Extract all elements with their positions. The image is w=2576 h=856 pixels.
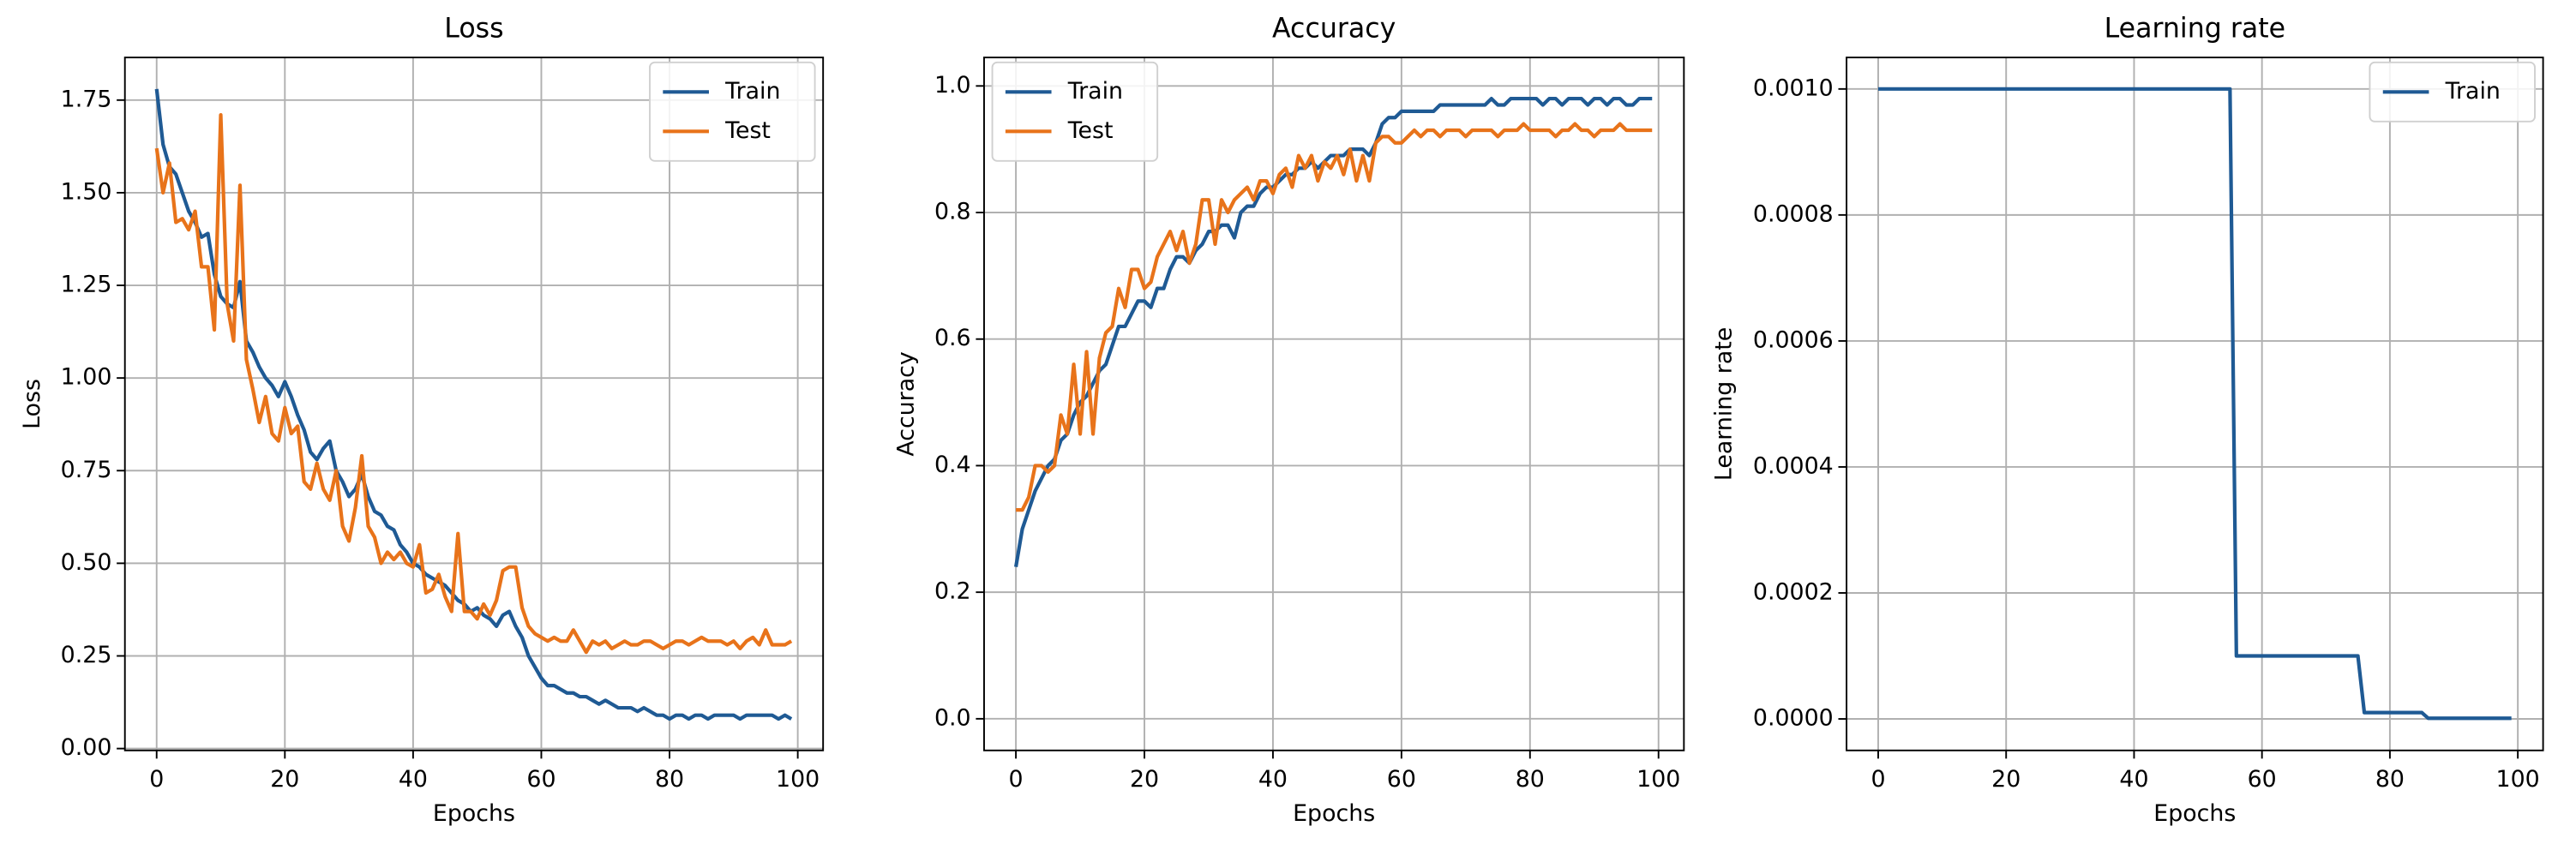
y-tick-label: 0.0004 bbox=[1753, 452, 1834, 479]
y-tick-label: 0.0 bbox=[934, 704, 971, 731]
x-tick-label: 60 bbox=[526, 766, 555, 793]
x-tick-label: 0 bbox=[1870, 766, 1885, 793]
chart-title: Learning rate bbox=[2105, 13, 2285, 44]
x-axis-label: Epochs bbox=[433, 800, 515, 827]
x-tick-label: 20 bbox=[1991, 766, 2021, 793]
legend-box bbox=[2369, 61, 2536, 123]
y-tick-label: 1.50 bbox=[61, 178, 112, 205]
y-tick-label: 0.6 bbox=[934, 325, 971, 351]
axes-frame bbox=[983, 57, 1685, 751]
x-tick-label: 0 bbox=[149, 766, 164, 793]
x-tick-label: 40 bbox=[1258, 766, 1288, 793]
x-axis-label: Epochs bbox=[1293, 800, 1375, 827]
chart-title: Loss bbox=[444, 13, 503, 44]
x-tick-label: 100 bbox=[1636, 766, 1680, 793]
legend: Train Test bbox=[991, 61, 1159, 162]
y-tick-label: 0.0000 bbox=[1753, 705, 1834, 732]
y-tick-label: 0.0002 bbox=[1753, 578, 1834, 605]
x-tick-label: 40 bbox=[399, 766, 428, 793]
series-line bbox=[1877, 87, 2512, 721]
y-axis-label: Accuracy bbox=[892, 351, 919, 457]
x-tick-label: 0 bbox=[1009, 766, 1024, 793]
series-line bbox=[1016, 122, 1653, 512]
x-tick-label: 20 bbox=[270, 766, 299, 793]
x-tick-label: 20 bbox=[1130, 766, 1159, 793]
y-tick-label: 0.0010 bbox=[1753, 75, 1834, 101]
y-tick-label: 1.0 bbox=[934, 72, 971, 99]
legend: Train bbox=[2369, 61, 2536, 123]
x-tick-label: 80 bbox=[1516, 766, 1545, 793]
x-tick-label: 60 bbox=[2248, 766, 2277, 793]
x-axis-label: Epochs bbox=[2153, 800, 2236, 827]
y-tick-label: 0.0008 bbox=[1753, 201, 1834, 227]
series-line bbox=[1013, 96, 1653, 567]
legend-label: Test bbox=[1067, 117, 1114, 144]
legend-label: Train bbox=[724, 78, 780, 105]
y-tick-label: 0.4 bbox=[934, 452, 971, 478]
axes-frame bbox=[1846, 57, 2544, 751]
legend-box bbox=[649, 61, 816, 162]
legend-label: Train bbox=[2445, 78, 2501, 105]
x-tick-label: 100 bbox=[2496, 766, 2540, 793]
legend-label: Test bbox=[724, 117, 771, 144]
legend-label: Train bbox=[1067, 78, 1123, 105]
y-axis-label: Loss bbox=[19, 379, 45, 429]
y-tick-label: 0.25 bbox=[61, 642, 112, 668]
series-line bbox=[154, 88, 793, 721]
y-tick-label: 0.8 bbox=[934, 199, 971, 225]
chart-title: Accuracy bbox=[1272, 13, 1396, 44]
axes-frame bbox=[123, 57, 825, 751]
y-tick-label: 1.75 bbox=[61, 86, 112, 112]
x-tick-label: 80 bbox=[655, 766, 684, 793]
y-tick-label: 0.0006 bbox=[1753, 326, 1834, 353]
y-tick-label: 0.75 bbox=[61, 457, 112, 483]
x-tick-label: 60 bbox=[1387, 766, 1416, 793]
y-tick-label: 0.00 bbox=[61, 734, 112, 761]
y-tick-label: 1.25 bbox=[61, 272, 112, 298]
series-line bbox=[154, 112, 793, 655]
x-tick-label: 100 bbox=[776, 766, 820, 793]
y-tick-label: 1.00 bbox=[61, 364, 112, 391]
legend-box bbox=[991, 61, 1159, 162]
y-tick-label: 0.50 bbox=[61, 549, 112, 576]
x-tick-label: 40 bbox=[2119, 766, 2148, 793]
legend: Train Test bbox=[649, 61, 816, 162]
y-tick-label: 0.2 bbox=[934, 578, 971, 605]
x-tick-label: 80 bbox=[2375, 766, 2405, 793]
y-axis-label: Learning rate bbox=[1711, 327, 1738, 481]
